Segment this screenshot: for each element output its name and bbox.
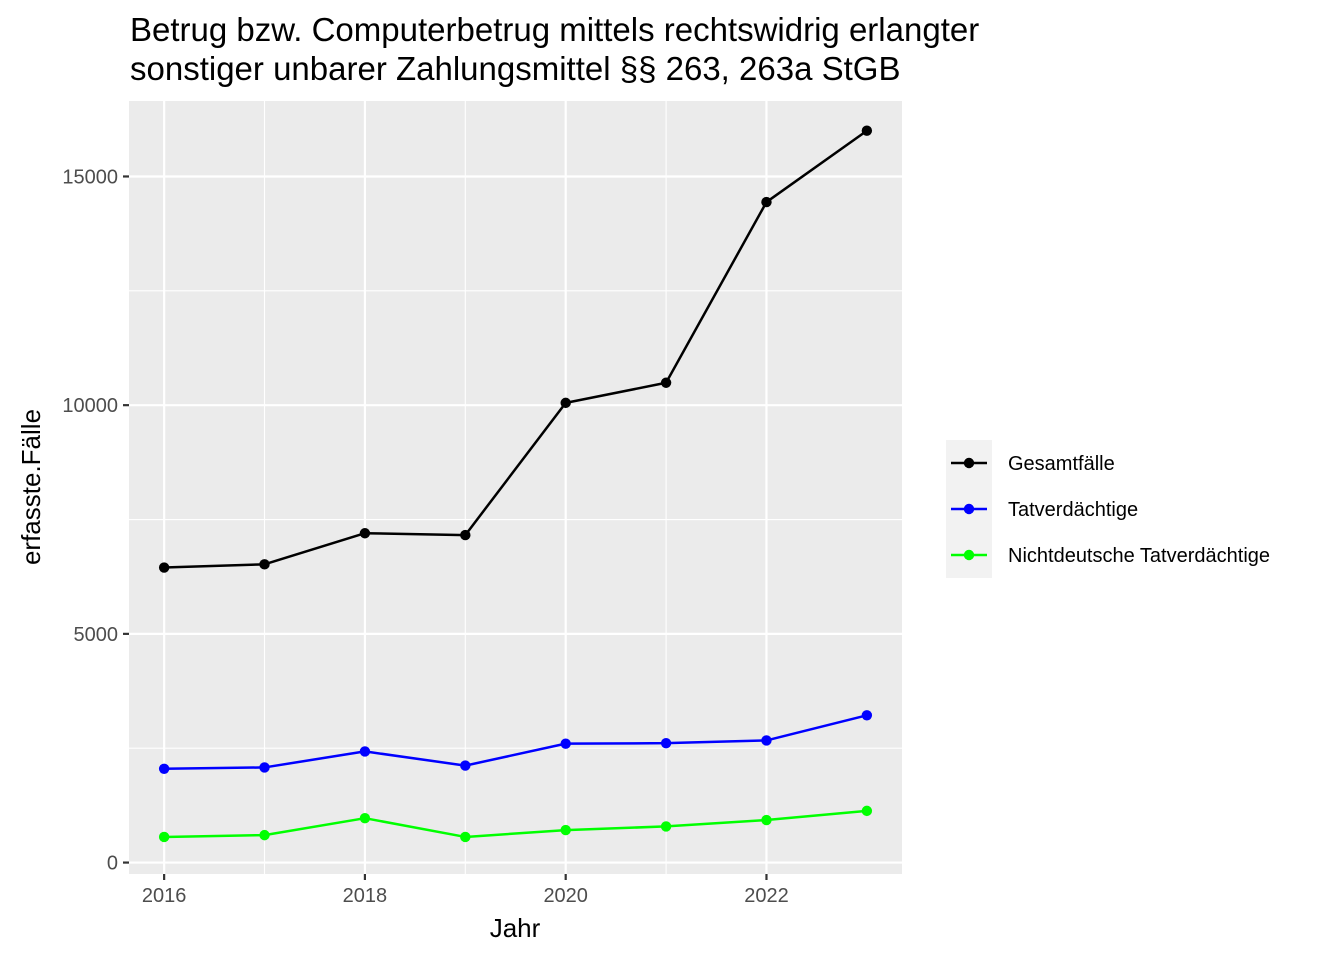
series-point-2 [259, 829, 270, 841]
legend-key-point-2 [963, 549, 975, 561]
series-line-1 [164, 714, 868, 771]
axis-ticks: 2016 2018 2020 2022 0 5000 10000 15000 [62, 166, 788, 907]
legend-label-gesamtfaelle: Gesamtfälle [1008, 453, 1115, 475]
legend-key-point-1 [963, 503, 975, 515]
y-tick-label: 0 [107, 853, 118, 875]
y-tick-label: 5000 [74, 624, 119, 646]
series-point-0 [460, 529, 471, 541]
legend-label-nichtdeutsche-tatverdaechtige: Nichtdeutsche Tatverdächtige [1008, 545, 1270, 567]
series-point-1 [158, 763, 170, 774]
series-line-0 [164, 129, 868, 569]
series-point-1 [861, 710, 873, 721]
y-axis-title: erfasste.Fälle [16, 409, 46, 565]
series-point-2 [359, 812, 371, 824]
series-point-0 [861, 125, 873, 136]
x-tick-label: 2020 [543, 885, 588, 907]
series-point-1 [660, 737, 672, 749]
legend-label-tatverdaechtige: Tatverdächtige [1008, 499, 1138, 521]
plot-panel [129, 101, 902, 874]
chart-title-line-2: sonstiger unbarer Zahlungsmittel §§ 263,… [130, 50, 900, 87]
series-point-2 [761, 814, 772, 826]
series-point-0 [359, 528, 371, 539]
series-point-0 [259, 559, 270, 570]
legend-keys [951, 457, 987, 561]
series-point-1 [761, 735, 772, 746]
series-layer [158, 125, 873, 843]
series-point-1 [359, 746, 371, 757]
series-point-2 [560, 824, 571, 836]
x-axis-title: Jahr [490, 913, 541, 943]
series-point-0 [761, 196, 772, 208]
series-point-1 [460, 760, 471, 771]
x-tick-label: 2016 [142, 885, 187, 907]
series-point-1 [259, 762, 270, 773]
legend: Gesamtfälle Tatverdächtige Nichtdeutsche… [946, 440, 1270, 578]
chart-title-line-1: Betrug bzw. Computerbetrug mittels recht… [130, 11, 979, 48]
series-point-0 [560, 397, 571, 409]
series-point-2 [660, 821, 672, 832]
series-point-2 [158, 831, 170, 843]
series-point-1 [560, 738, 571, 749]
x-tick-label: 2022 [744, 885, 789, 907]
series-line-2 [164, 809, 867, 839]
series-point-2 [861, 805, 873, 817]
series-point-0 [158, 562, 170, 573]
y-tick-label: 10000 [62, 395, 118, 417]
legend-key-point-0 [963, 457, 975, 469]
y-tick-label: 15000 [62, 166, 118, 188]
x-tick-label: 2018 [343, 885, 388, 907]
series-point-0 [660, 377, 672, 388]
series-point-2 [460, 831, 471, 843]
